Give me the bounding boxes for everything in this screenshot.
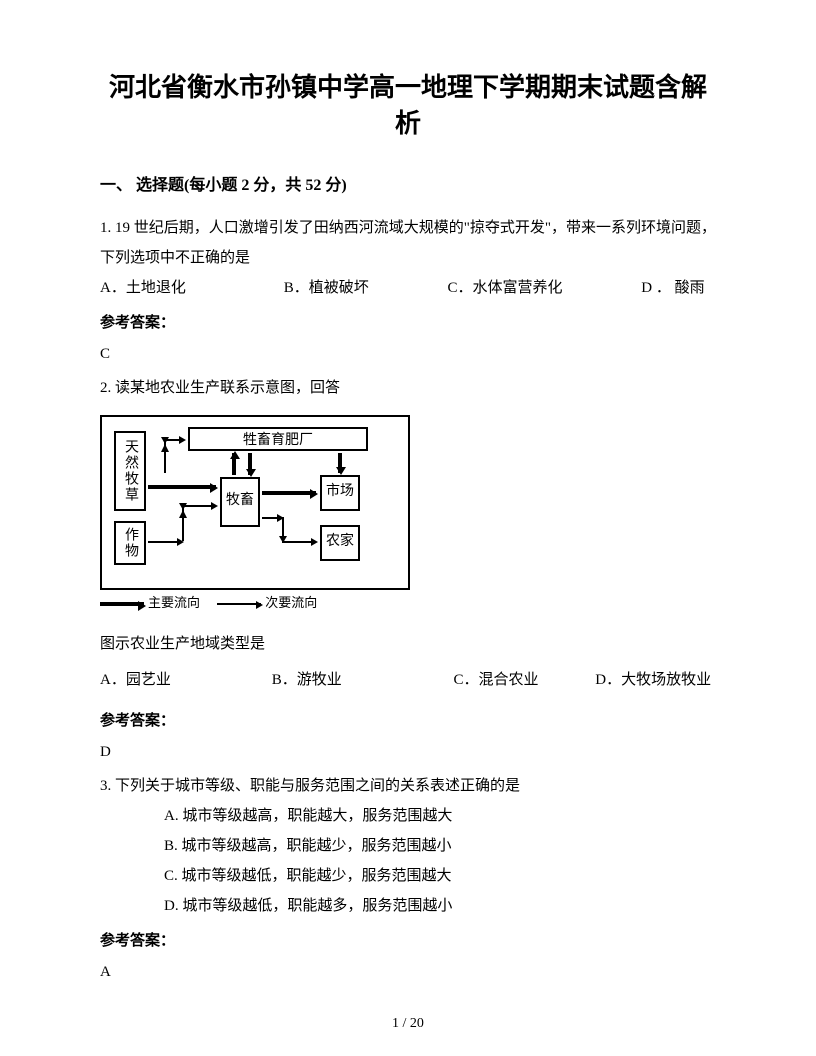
- arrow-factory-market: [338, 453, 342, 473]
- diagram-legend: 主要流向 次要流向: [100, 592, 716, 611]
- node-market-label: 市场: [326, 484, 354, 501]
- page-footer: 1 / 20: [0, 1016, 816, 1032]
- title-line-2: 析: [100, 106, 716, 142]
- q2-opt-a: A．园艺业: [100, 665, 268, 695]
- legend-thin-arrow-icon: [217, 603, 261, 605]
- q3-opt-c: C. 城市等级越低，职能越少，服务范围越大: [100, 861, 716, 891]
- node-market: 市场: [320, 475, 360, 511]
- q3-opt-a: A. 城市等级越高，职能越大，服务范围越大: [100, 801, 716, 831]
- q3-body: 下列关于城市等级、职能与服务范围之间的关系表述正确的是: [115, 778, 520, 794]
- q1-options: A．土地退化 B．植被破坏 C．水体富营养化 D ． 酸雨: [100, 273, 716, 303]
- q1-opt-d: D ． 酸雨: [641, 273, 704, 303]
- arrow-livestock-market: [262, 491, 316, 495]
- arrow-grass-factory-v: [164, 439, 166, 473]
- node-livestock-label: 牧畜: [226, 493, 254, 510]
- q2-options: A．园艺业 B．游牧业 C．混合农业 D．大牧场放牧业: [100, 665, 716, 695]
- arrow-grass-factory-h: [164, 439, 184, 441]
- q2-opt-d: D．大牧场放牧业: [595, 665, 711, 695]
- document-title: 河北省衡水市孙镇中学高一地理下学期期末试题含解 析: [100, 70, 716, 143]
- legend-sec-label: 次要流向: [265, 595, 317, 610]
- q3-text: 3. 下列关于城市等级、职能与服务范围之间的关系表述正确的是: [100, 771, 716, 801]
- arrow-crop-seg1: [148, 541, 182, 543]
- q1-answer: C: [100, 346, 716, 363]
- q2-num: 2.: [100, 380, 115, 396]
- legend-thick-arrow-icon: [100, 602, 144, 606]
- q2-diagram: 天然牧草 作物 牲畜育肥厂 牧畜 市场 农家: [100, 415, 716, 611]
- page: 河北省衡水市孙镇中学高一地理下学期期末试题含解 析 一、 选择题(每小题 2 分…: [0, 0, 816, 1056]
- arrow-crop-seg2: [182, 505, 184, 541]
- q2-opt-c: C．混合农业: [454, 665, 592, 695]
- q1-opt-a: A．土地退化: [100, 273, 280, 303]
- q2-text: 2. 读某地农业生产联系示意图，回答: [100, 373, 716, 403]
- q1-body: 19 世纪后期，人口激增引发了田纳西河流域大规模的"掠夺式开发"，带来一系列环境…: [100, 220, 716, 266]
- node-grass-label: 天然牧草: [120, 439, 140, 503]
- node-factory-label: 牲畜育肥厂: [243, 429, 313, 449]
- node-grass: 天然牧草: [114, 431, 146, 511]
- title-line-1: 河北省衡水市孙镇中学高一地理下学期期末试题含解: [100, 70, 716, 106]
- q3-opt-d: D. 城市等级越低，职能越多，服务范围越小: [100, 891, 716, 921]
- node-farmer: 农家: [320, 525, 360, 561]
- q2-opt-b: B．游牧业: [272, 665, 450, 695]
- q1-answer-label: 参考答案：: [100, 311, 716, 332]
- q2-sub: 图示农业生产地域类型是: [100, 629, 716, 659]
- q3-answer: A: [100, 964, 716, 981]
- q3-num: 3.: [100, 778, 115, 794]
- q3-answer-label: 参考答案：: [100, 929, 716, 950]
- arrow-factory-livestock-down: [248, 453, 252, 475]
- q1-num: 1.: [100, 220, 115, 236]
- q2-answer: D: [100, 744, 716, 761]
- arrow-crop-seg3: [182, 505, 216, 507]
- node-farmer-label: 农家: [326, 534, 354, 551]
- arrow-livestock-factory-up: [232, 453, 236, 475]
- node-crop-label: 作物: [120, 527, 140, 559]
- node-factory: 牲畜育肥厂: [188, 427, 368, 451]
- q2-body: 读某地农业生产联系示意图，回答: [115, 380, 340, 396]
- arrow-lf-seg2: [282, 517, 284, 541]
- diagram-frame: 天然牧草 作物 牲畜育肥厂 牧畜 市场 农家: [100, 415, 410, 590]
- node-livestock: 牧畜: [220, 477, 260, 527]
- q1-opt-b: B．植被破坏: [284, 273, 444, 303]
- q3-opt-b: B. 城市等级越高，职能越少，服务范围越小: [100, 831, 716, 861]
- legend-main-label: 主要流向: [148, 595, 200, 610]
- node-crop: 作物: [114, 521, 146, 565]
- arrow-lf-seg3: [282, 541, 316, 543]
- arrow-lf-seg1: [262, 517, 282, 519]
- q1-opt-c: C．水体富营养化: [448, 273, 638, 303]
- section-heading-1: 一、 选择题(每小题 2 分，共 52 分): [100, 171, 716, 195]
- q2-answer-label: 参考答案：: [100, 709, 716, 730]
- arrow-grass-livestock: [148, 485, 216, 489]
- q1-text: 1. 19 世纪后期，人口激增引发了田纳西河流域大规模的"掠夺式开发"，带来一系…: [100, 213, 716, 273]
